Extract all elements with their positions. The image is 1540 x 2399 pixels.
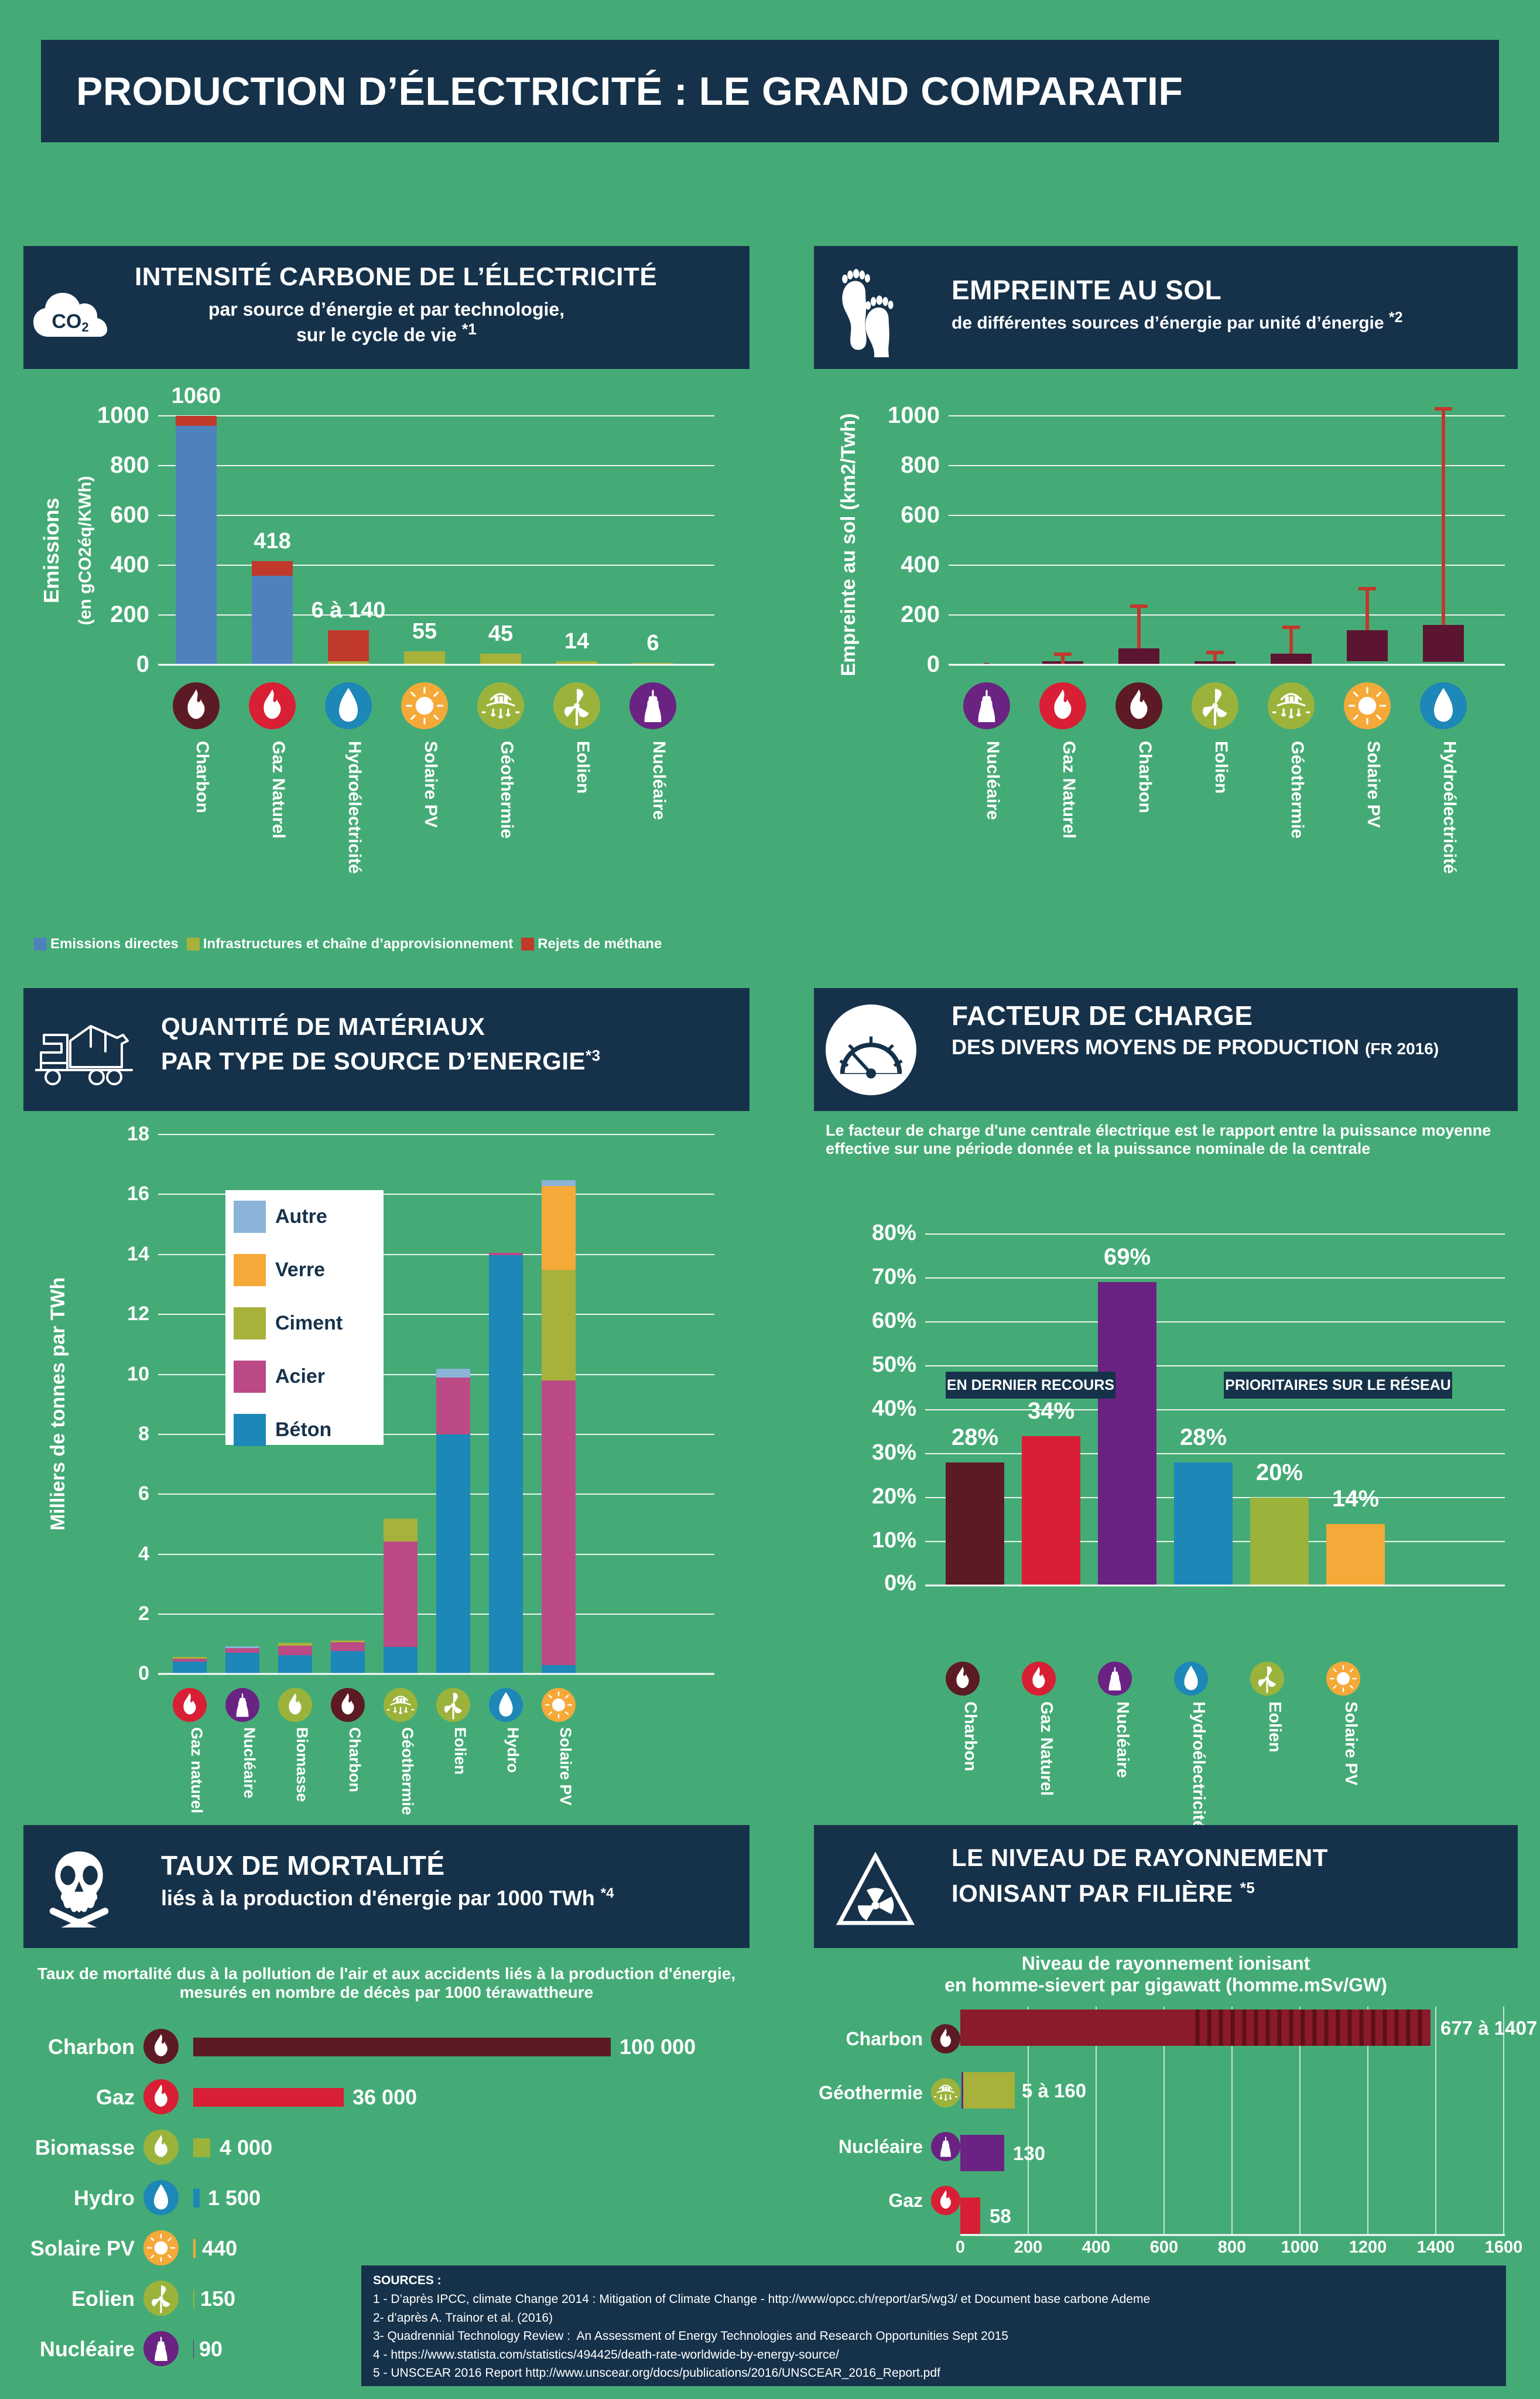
- svg-text:1060: 1060: [172, 384, 221, 408]
- svg-text:PRIORITAIRES SUR LE RÉSEAU: PRIORITAIRES SUR LE RÉSEAU: [1225, 1376, 1451, 1393]
- svg-text:14: 14: [127, 1243, 149, 1265]
- svg-text:69%: 69%: [1104, 1244, 1151, 1270]
- svg-text:6 à 140: 6 à 140: [312, 598, 386, 623]
- svg-text:1200: 1200: [1349, 2238, 1387, 2257]
- svg-text:18: 18: [127, 1123, 149, 1145]
- svg-text:EN DERNIER RECOURS: EN DERNIER RECOURS: [947, 1377, 1114, 1393]
- svg-text:Empreinte au sol (km2/Twh): Empreinte au sol (km2/Twh): [837, 413, 860, 676]
- svg-text:14: 14: [564, 629, 589, 654]
- svg-text:200: 200: [110, 602, 149, 627]
- svg-text:16: 16: [127, 1183, 149, 1205]
- svg-text:5 à 160: 5 à 160: [1022, 2080, 1086, 2101]
- svg-text:28%: 28%: [1180, 1424, 1227, 1450]
- svg-text:70%: 70%: [872, 1265, 916, 1289]
- svg-text:0: 0: [138, 1662, 149, 1684]
- svg-text:800: 800: [901, 452, 940, 478]
- svg-text:30%: 30%: [872, 1440, 916, 1465]
- svg-text:400: 400: [901, 552, 940, 577]
- svg-text:0: 0: [136, 651, 149, 677]
- svg-text:400: 400: [110, 552, 149, 577]
- svg-text:0: 0: [956, 2238, 965, 2257]
- svg-text:8: 8: [138, 1423, 149, 1445]
- svg-text:Emissions: Emissions: [39, 498, 63, 603]
- svg-text:1600: 1600: [1485, 2238, 1523, 2257]
- svg-text:20%: 20%: [1256, 1460, 1303, 1485]
- svg-text:2: 2: [138, 1602, 149, 1625]
- svg-text:6: 6: [646, 631, 659, 655]
- svg-text:58: 58: [990, 2205, 1011, 2227]
- svg-text:1400: 1400: [1417, 2238, 1455, 2257]
- svg-text:80%: 80%: [872, 1221, 916, 1245]
- svg-text:4: 4: [138, 1543, 149, 1565]
- svg-text:(en gCO2éq/KWh): (en gCO2éq/KWh): [76, 476, 95, 626]
- svg-text:600: 600: [110, 502, 149, 528]
- svg-text:40%: 40%: [872, 1396, 916, 1421]
- svg-text:6: 6: [138, 1482, 149, 1505]
- svg-text:1000: 1000: [888, 402, 940, 428]
- svg-text:50%: 50%: [872, 1352, 916, 1377]
- svg-text:20%: 20%: [872, 1484, 916, 1509]
- svg-text:45: 45: [488, 621, 513, 646]
- svg-text:200: 200: [1014, 2238, 1042, 2257]
- svg-text:200: 200: [901, 602, 940, 627]
- svg-text:10%: 10%: [872, 1528, 916, 1553]
- svg-text:130: 130: [1013, 2142, 1045, 2164]
- svg-text:1000: 1000: [97, 402, 149, 428]
- svg-text:14%: 14%: [1332, 1486, 1379, 1512]
- svg-text:800: 800: [1218, 2238, 1246, 2257]
- svg-text:34%: 34%: [1028, 1398, 1074, 1424]
- svg-text:600: 600: [1150, 2238, 1178, 2257]
- svg-text:677 à 1407: 677 à 1407: [1440, 2017, 1537, 2039]
- svg-text:0: 0: [927, 651, 940, 677]
- svg-text:418: 418: [254, 529, 290, 553]
- svg-text:10: 10: [127, 1363, 149, 1385]
- svg-text:60%: 60%: [872, 1308, 916, 1333]
- svg-text:0%: 0%: [884, 1571, 916, 1595]
- svg-text:400: 400: [1082, 2238, 1110, 2257]
- svg-text:55: 55: [412, 619, 437, 644]
- svg-text:1000: 1000: [1281, 2238, 1319, 2257]
- svg-text:28%: 28%: [952, 1424, 998, 1450]
- svg-text:Milliers de tonnes par TWh: Milliers de tonnes par TWh: [47, 1277, 69, 1531]
- svg-text:800: 800: [110, 452, 149, 478]
- svg-text:600: 600: [901, 502, 940, 528]
- svg-text:12: 12: [127, 1303, 149, 1325]
